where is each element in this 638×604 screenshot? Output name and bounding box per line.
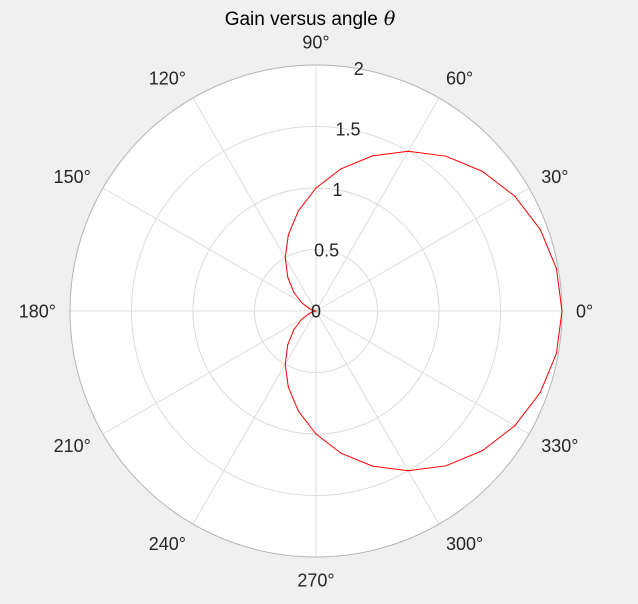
data-point bbox=[308, 307, 310, 310]
r-tick-label: 2 bbox=[354, 59, 364, 79]
theta-tick-label: 150° bbox=[54, 167, 91, 187]
data-point bbox=[340, 452, 342, 454]
data-point bbox=[371, 155, 374, 157]
data-point bbox=[555, 352, 558, 354]
data-point bbox=[287, 276, 289, 278]
r-tick-label: 1 bbox=[332, 180, 342, 200]
theta-tick-label: 90° bbox=[302, 32, 329, 52]
data-point bbox=[297, 410, 299, 412]
data-point bbox=[301, 318, 303, 320]
data-point bbox=[445, 465, 447, 467]
data-point bbox=[481, 170, 483, 172]
data-point bbox=[287, 234, 289, 236]
theta-tick-label: 270° bbox=[297, 570, 334, 590]
chart-title: Gain versus angle θ bbox=[225, 8, 396, 30]
data-point bbox=[407, 150, 409, 152]
data-point bbox=[340, 168, 342, 170]
chart-title-text: Gain versus angle bbox=[225, 9, 378, 30]
tick-labels: 0° 30° 60° 90° 120° 150° 180° 210° 240° 270° 300° 3… bbox=[19, 32, 593, 590]
data-point bbox=[301, 302, 303, 304]
data-point bbox=[284, 363, 286, 365]
data-point bbox=[514, 195, 516, 197]
theta-tick-label: 120° bbox=[149, 68, 186, 88]
r-tick-label: 0.5 bbox=[314, 241, 339, 261]
data-point bbox=[407, 470, 409, 472]
chart-title-symbol: θ bbox=[384, 8, 396, 30]
data-point bbox=[293, 291, 295, 294]
theta-tick-label: 180° bbox=[19, 301, 56, 321]
theta-tick-label: 330° bbox=[541, 436, 578, 456]
theta-tick-label: 210° bbox=[54, 436, 91, 456]
theta-tick-label: 30° bbox=[541, 167, 568, 187]
data-point bbox=[315, 310, 317, 312]
data-point bbox=[514, 425, 516, 427]
data-point bbox=[313, 310, 315, 312]
theta-tick-label: 240° bbox=[149, 534, 186, 554]
data-point bbox=[445, 155, 447, 157]
data-point bbox=[297, 210, 299, 212]
data-point bbox=[315, 433, 317, 435]
r-gridline bbox=[131, 126, 501, 496]
theta-tick-label: 0° bbox=[576, 301, 593, 321]
data-point bbox=[539, 392, 541, 394]
series-layer bbox=[284, 150, 563, 472]
data-point bbox=[481, 450, 483, 452]
data-point bbox=[561, 310, 563, 312]
data-point bbox=[308, 312, 310, 315]
data-point bbox=[293, 328, 295, 331]
data-point bbox=[555, 268, 558, 270]
data-point bbox=[284, 257, 286, 259]
r-tick-label: 1.5 bbox=[335, 120, 360, 140]
data-point bbox=[315, 187, 317, 189]
r-tick-label: 0 bbox=[311, 301, 321, 321]
r-gridline bbox=[254, 249, 378, 373]
data-point bbox=[287, 386, 289, 388]
data-point bbox=[371, 465, 374, 467]
theta-tick-label: 60° bbox=[446, 68, 473, 88]
theta-tick-label: 300° bbox=[446, 534, 483, 554]
data-point bbox=[287, 344, 289, 346]
data-point bbox=[539, 228, 541, 230]
